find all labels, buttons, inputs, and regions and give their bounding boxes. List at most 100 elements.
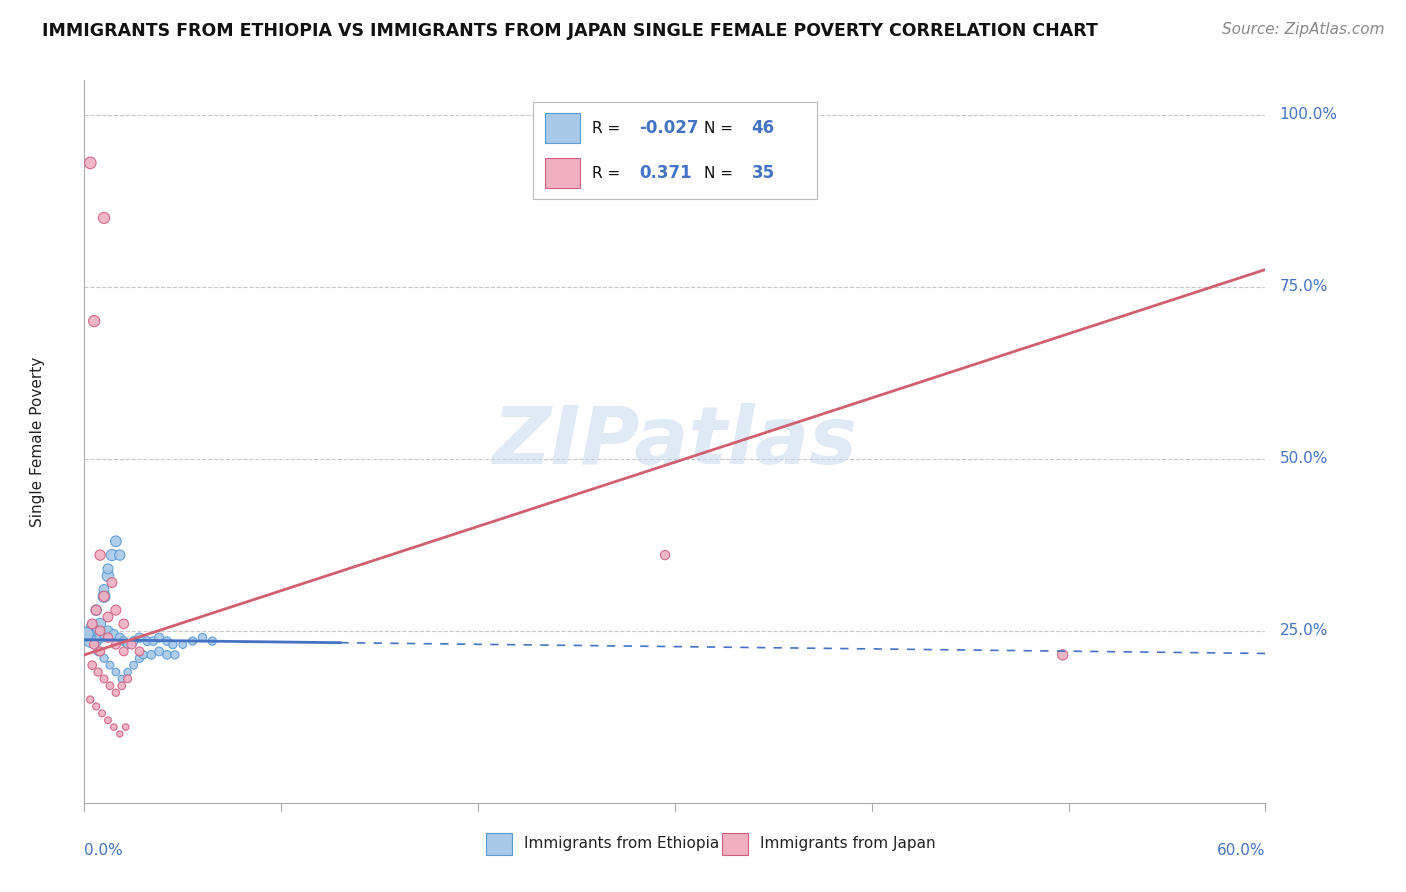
Point	[122, 658, 145, 673]
Text: 100.0%: 100.0%	[1279, 107, 1337, 122]
Point	[93, 590, 115, 604]
Point	[101, 575, 124, 590]
Point	[104, 638, 127, 652]
Text: IMMIGRANTS FROM ETHIOPIA VS IMMIGRANTS FROM JAPAN SINGLE FEMALE POVERTY CORRELAT: IMMIGRANTS FROM ETHIOPIA VS IMMIGRANTS F…	[42, 22, 1098, 40]
Point	[97, 610, 120, 624]
Text: 0.371: 0.371	[640, 164, 692, 182]
Point	[93, 590, 115, 604]
Point	[148, 631, 170, 645]
Point	[79, 692, 101, 706]
Point	[121, 638, 143, 652]
Point	[79, 156, 101, 170]
Point	[148, 644, 170, 658]
Point	[87, 665, 110, 679]
Point	[82, 658, 104, 673]
Point	[89, 616, 111, 631]
Point	[93, 211, 115, 225]
Point	[97, 562, 120, 576]
Point	[84, 603, 107, 617]
Point	[103, 720, 125, 734]
Point	[111, 672, 134, 686]
Point	[104, 665, 127, 679]
Point	[98, 658, 121, 673]
Point	[1052, 648, 1074, 662]
Point	[97, 713, 120, 727]
Text: 25.0%: 25.0%	[1279, 624, 1327, 639]
Point	[163, 648, 186, 662]
Point	[104, 686, 127, 700]
Point	[98, 679, 121, 693]
Point	[122, 634, 145, 648]
Point	[89, 624, 111, 638]
Point	[83, 314, 105, 328]
Point	[162, 638, 184, 652]
Point	[117, 638, 139, 652]
Point	[172, 638, 194, 652]
Point	[191, 631, 214, 645]
Text: 50.0%: 50.0%	[1279, 451, 1327, 467]
Point	[108, 631, 131, 645]
Point	[117, 672, 139, 686]
Point	[101, 548, 124, 562]
Point	[136, 634, 159, 648]
Point	[128, 651, 150, 665]
Point	[201, 634, 224, 648]
Bar	[546, 158, 581, 188]
Text: 75.0%: 75.0%	[1279, 279, 1327, 294]
Point	[83, 631, 105, 645]
Text: -0.027: -0.027	[640, 120, 699, 137]
Point	[89, 644, 111, 658]
Point	[82, 616, 104, 631]
Point	[111, 679, 134, 693]
Text: Single Female Poverty: Single Female Poverty	[30, 357, 45, 526]
Point	[112, 644, 135, 658]
Point	[93, 582, 115, 597]
Point	[104, 534, 127, 549]
Point	[87, 644, 110, 658]
Point	[128, 644, 150, 658]
Point	[156, 634, 179, 648]
Text: R =: R =	[592, 166, 626, 181]
Text: Immigrants from Japan: Immigrants from Japan	[759, 837, 935, 852]
Text: 0.0%: 0.0%	[84, 843, 124, 857]
Point	[89, 548, 111, 562]
Point	[112, 616, 135, 631]
Bar	[723, 833, 748, 855]
Text: ZIPatlas: ZIPatlas	[492, 402, 858, 481]
Point	[654, 548, 676, 562]
Text: Immigrants from Ethiopia: Immigrants from Ethiopia	[523, 837, 718, 852]
Point	[156, 648, 179, 662]
Point	[97, 631, 120, 645]
Point	[114, 720, 136, 734]
Point	[79, 634, 101, 648]
Point	[141, 648, 163, 662]
Text: N =: N =	[704, 166, 738, 181]
Point	[91, 706, 114, 721]
Point	[82, 620, 104, 634]
Bar	[546, 113, 581, 144]
Text: 35: 35	[752, 164, 775, 182]
Text: 46: 46	[752, 120, 775, 137]
Point	[84, 699, 107, 714]
Point	[108, 548, 131, 562]
Point	[117, 665, 139, 679]
Point	[112, 634, 135, 648]
Point	[132, 648, 155, 662]
Text: 60.0%: 60.0%	[1218, 843, 1265, 857]
Point	[84, 634, 107, 648]
Point	[128, 631, 150, 645]
Text: R =: R =	[592, 120, 626, 136]
Point	[108, 727, 131, 741]
Point	[93, 627, 115, 641]
Point	[103, 627, 125, 641]
Point	[104, 603, 127, 617]
Point	[75, 627, 97, 641]
Bar	[486, 833, 512, 855]
Point	[97, 568, 120, 582]
Point	[93, 651, 115, 665]
Point	[142, 634, 165, 648]
FancyBboxPatch shape	[533, 102, 817, 200]
Text: N =: N =	[704, 120, 738, 136]
Point	[84, 603, 107, 617]
Point	[93, 672, 115, 686]
